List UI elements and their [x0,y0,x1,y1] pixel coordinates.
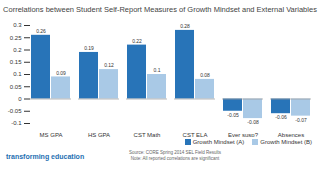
svg-text:0.3: 0.3 [13,22,22,28]
svg-text:MS GPA: MS GPA [40,132,63,137]
svg-text:CST ELA: CST ELA [183,132,208,137]
html-text:Growth Mindset (A): Growth Mindset (A) [192,138,245,145]
html-text:Note: All reported correlation: Note: All reported correlations are sign… [130,156,220,161]
svg-text:0: 0 [18,96,22,102]
svg-text:0.19: 0.19 [84,45,94,51]
svg-text:HS GPA: HS GPA [88,132,110,137]
svg-text:0.1: 0.1 [154,67,161,73]
svg-text:0.12: 0.12 [104,62,114,68]
svg-text:0.2: 0.2 [13,47,22,53]
svg-text:Ever susp?: Ever susp? [228,132,259,137]
svg-text:0.26: 0.26 [36,28,46,34]
html-text:Correlations between Student S: Correlations between Student Self-Report… [3,5,317,14]
svg-text:0.22: 0.22 [132,38,142,44]
svg-text:0.15: 0.15 [10,59,22,65]
svg-text:0.05: 0.05 [10,84,22,90]
svg-text:0.08: 0.08 [200,72,210,78]
svg-text:-0.08: -0.08 [247,119,259,125]
svg-text:-0.05: -0.05 [227,112,239,118]
html-text:transforming education: transforming education [6,152,85,160]
svg-text:-0.05: -0.05 [8,108,22,114]
svg-text:Absences: Absences [278,132,304,137]
svg-text:-0.07: -0.07 [295,117,307,123]
svg-text:0.09: 0.09 [56,70,66,76]
html-text:Growth Mindset (B): Growth Mindset (B) [260,138,312,145]
svg-text:0.28: 0.28 [180,23,190,29]
svg-text:-0.1: -0.1 [11,120,22,126]
html-text:Source: CORE Spring 2014 SEL F: Source: CORE Spring 2014 SEL Field Resul… [128,150,222,155]
svg-text:-0.06: -0.06 [275,114,287,120]
svg-text:0.1: 0.1 [13,71,22,77]
svg-text:0.25: 0.25 [10,35,22,41]
svg-text:CST Math: CST Math [134,132,161,137]
